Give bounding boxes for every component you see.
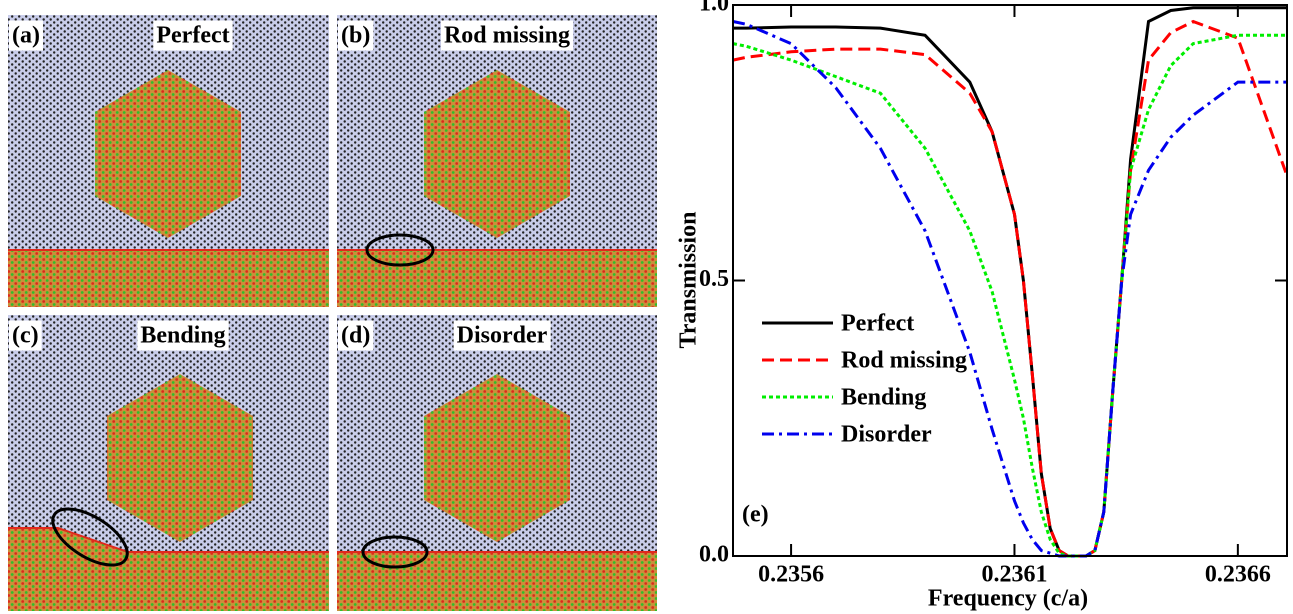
panel: (b) Rod missing — [337, 15, 657, 307]
label-background — [338, 20, 374, 51]
cavity — [424, 374, 570, 542]
panel-title: Disorder — [457, 323, 548, 349]
panel-label: (d) — [341, 323, 370, 349]
highlight — [51, 507, 129, 567]
panel-title: Bending — [140, 323, 225, 349]
legend-label: Perfect — [841, 311, 914, 337]
waveguide — [8, 250, 329, 307]
label-background — [9, 20, 43, 51]
highlight — [361, 535, 429, 569]
panel-title: Perfect — [156, 23, 229, 49]
x-axis-label: Frequency (c/a) — [928, 586, 1088, 612]
waveguide — [337, 250, 657, 307]
panel: (d) Disorder — [337, 315, 657, 611]
cavity — [107, 374, 253, 542]
label-background — [153, 20, 233, 51]
series-line — [732, 19, 1289, 558]
panel-label: (a) — [12, 23, 40, 49]
label-background — [9, 320, 42, 351]
y-tick-label: 0.0 — [699, 542, 729, 568]
legend-label: Rod missing — [841, 348, 967, 374]
plot-frame — [732, 4, 1288, 557]
cavity — [95, 70, 241, 238]
highlight — [365, 233, 435, 267]
label-background — [137, 320, 229, 351]
series-line — [733, 6, 1287, 558]
y-tick-label: 0.5 — [699, 266, 729, 292]
label-background — [453, 320, 551, 351]
chart: Frequency (c/a) Transmission (e) 0.0 0.5 1… — [676, 0, 1289, 612]
panel-title: Rod missing — [444, 23, 570, 49]
waveguide-edge — [8, 527, 329, 553]
legend-label: Bending — [841, 385, 926, 411]
y-tick-label: 1.0 — [699, 0, 729, 17]
cavity — [424, 70, 570, 238]
series-line — [732, 33, 1287, 558]
x-tick-label: 0.2356 — [758, 562, 824, 588]
panel: (c) Bending — [8, 315, 329, 611]
x-tick-label: 0.2361 — [981, 562, 1047, 588]
label-background — [440, 20, 574, 51]
panels: (a) Perfect (b) Rod missing (c) Bending (d) Dis… — [8, 15, 657, 611]
legend-label: Disorder — [841, 422, 932, 448]
series-line — [732, 20, 1287, 558]
label-background — [338, 320, 374, 351]
waveguide — [337, 552, 657, 611]
y-axis-label: Transmission — [676, 212, 702, 349]
panel-label: (c) — [12, 323, 39, 349]
waveguide — [8, 528, 329, 611]
annotation: (e) — [742, 502, 769, 528]
panel: (a) Perfect — [8, 15, 329, 307]
panel-label: (b) — [341, 23, 370, 49]
x-tick-label: 0.2366 — [1205, 562, 1271, 588]
